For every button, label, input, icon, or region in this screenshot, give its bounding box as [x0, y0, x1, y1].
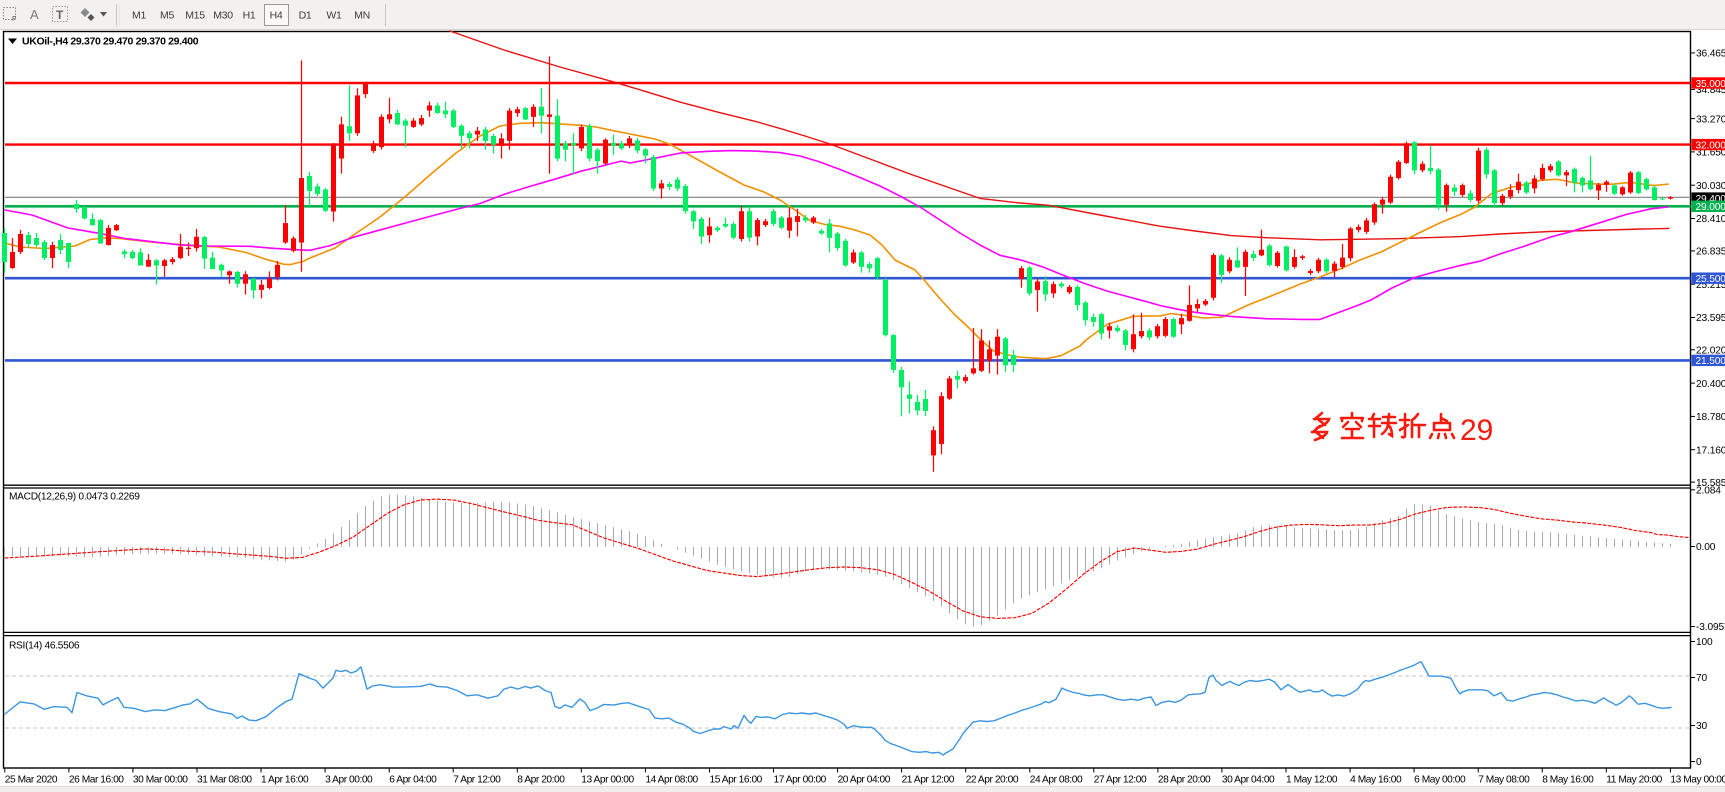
- svg-text:26.835: 26.835: [1696, 247, 1725, 258]
- svg-text:MN: MN: [354, 10, 370, 22]
- svg-text:22 Apr 20:00: 22 Apr 20:00: [966, 775, 1019, 786]
- svg-text:28.410: 28.410: [1696, 214, 1725, 225]
- svg-text:0: 0: [1696, 757, 1702, 768]
- svg-text:M15: M15: [185, 10, 205, 22]
- svg-text:35.000: 35.000: [1696, 79, 1725, 90]
- svg-text:30.030: 30.030: [1696, 181, 1725, 192]
- svg-text:30 Apr 04:00: 30 Apr 04:00: [1222, 775, 1275, 786]
- svg-text:31.650: 31.650: [1696, 148, 1725, 159]
- svg-text:15 Apr 16:00: 15 Apr 16:00: [710, 775, 763, 786]
- svg-text:29: 29: [1460, 414, 1493, 447]
- svg-text:27 Apr 12:00: 27 Apr 12:00: [1094, 775, 1147, 786]
- svg-text:34.845: 34.845: [1696, 85, 1725, 96]
- svg-text:28 Apr 20:00: 28 Apr 20:00: [1158, 775, 1211, 786]
- svg-text:H4: H4: [270, 10, 283, 22]
- svg-text:W1: W1: [326, 10, 342, 22]
- svg-text:17 Apr 00:00: 17 Apr 00:00: [774, 775, 827, 786]
- svg-text:25 Mar 2020: 25 Mar 2020: [5, 775, 58, 786]
- svg-text:13 Apr 00:00: 13 Apr 00:00: [581, 775, 634, 786]
- svg-text:32.000: 32.000: [1696, 140, 1725, 151]
- svg-text:M5: M5: [160, 10, 174, 22]
- svg-text:T: T: [56, 8, 64, 22]
- svg-text:M30: M30: [213, 10, 233, 22]
- svg-text:25.500: 25.500: [1696, 274, 1725, 285]
- svg-text:M1: M1: [132, 10, 146, 22]
- svg-text:1 Apr 16:00: 1 Apr 16:00: [261, 775, 309, 786]
- svg-text:A: A: [30, 7, 39, 22]
- svg-text:20 Apr 04:00: 20 Apr 04:00: [838, 775, 891, 786]
- svg-text:29.000: 29.000: [1696, 202, 1725, 213]
- svg-text:UKOil-,H4 29.370 29.470 29.37: UKOil-,H4 29.370 29.470 29.370 29.400: [22, 36, 199, 48]
- svg-text:6 May 00:00: 6 May 00:00: [1414, 775, 1466, 786]
- svg-text:RSI(14) 46.5506: RSI(14) 46.5506: [9, 641, 80, 652]
- svg-text:20.400: 20.400: [1696, 379, 1725, 390]
- svg-text:24 Apr 08:00: 24 Apr 08:00: [1030, 775, 1083, 786]
- svg-text:21.500: 21.500: [1696, 356, 1725, 367]
- svg-text:2.084: 2.084: [1696, 486, 1721, 497]
- svg-text:21 Apr 12:00: 21 Apr 12:00: [902, 775, 955, 786]
- svg-text:14 Apr 08:00: 14 Apr 08:00: [645, 775, 698, 786]
- svg-text:36.465: 36.465: [1696, 49, 1725, 60]
- svg-text:0.00: 0.00: [1696, 542, 1716, 553]
- svg-text:23.595: 23.595: [1696, 313, 1725, 324]
- svg-text:H1: H1: [243, 10, 256, 22]
- svg-text:7 May 08:00: 7 May 08:00: [1478, 775, 1530, 786]
- svg-text:33.270: 33.270: [1696, 114, 1725, 125]
- svg-text:18.780: 18.780: [1696, 412, 1725, 423]
- svg-text:26 Mar 16:00: 26 Mar 16:00: [69, 775, 124, 786]
- svg-text:30 Mar 00:00: 30 Mar 00:00: [133, 775, 188, 786]
- svg-text:15.585: 15.585: [1696, 478, 1725, 489]
- svg-text:4 May 16:00: 4 May 16:00: [1350, 775, 1402, 786]
- svg-text:F: F: [12, 16, 16, 23]
- svg-text:6 Apr 04:00: 6 Apr 04:00: [389, 775, 437, 786]
- svg-text:-3.0957: -3.0957: [1696, 622, 1725, 633]
- svg-text:8 May 16:00: 8 May 16:00: [1542, 775, 1594, 786]
- svg-text:1 May 12:00: 1 May 12:00: [1286, 775, 1338, 786]
- svg-text:7 Apr 12:00: 7 Apr 12:00: [453, 775, 501, 786]
- svg-text:70: 70: [1696, 673, 1708, 684]
- svg-text:29.400: 29.400: [1696, 194, 1725, 205]
- svg-text:17.160: 17.160: [1696, 445, 1725, 456]
- svg-text:31 Mar 08:00: 31 Mar 08:00: [197, 775, 252, 786]
- svg-text:100: 100: [1696, 637, 1713, 648]
- svg-text:D1: D1: [299, 10, 312, 22]
- svg-text:13 May 00:00: 13 May 00:00: [1670, 775, 1725, 786]
- svg-text:25.215: 25.215: [1696, 280, 1725, 291]
- svg-text:3 Apr 00:00: 3 Apr 00:00: [325, 775, 373, 786]
- svg-text:11 May 20:00: 11 May 20:00: [1606, 775, 1662, 786]
- svg-text:MACD(12,26,9) 0.0473 0.2269: MACD(12,26,9) 0.0473 0.2269: [9, 492, 140, 503]
- svg-text:8 Apr 20:00: 8 Apr 20:00: [517, 775, 565, 786]
- svg-text:22.020: 22.020: [1696, 346, 1725, 357]
- svg-text:30: 30: [1696, 721, 1708, 732]
